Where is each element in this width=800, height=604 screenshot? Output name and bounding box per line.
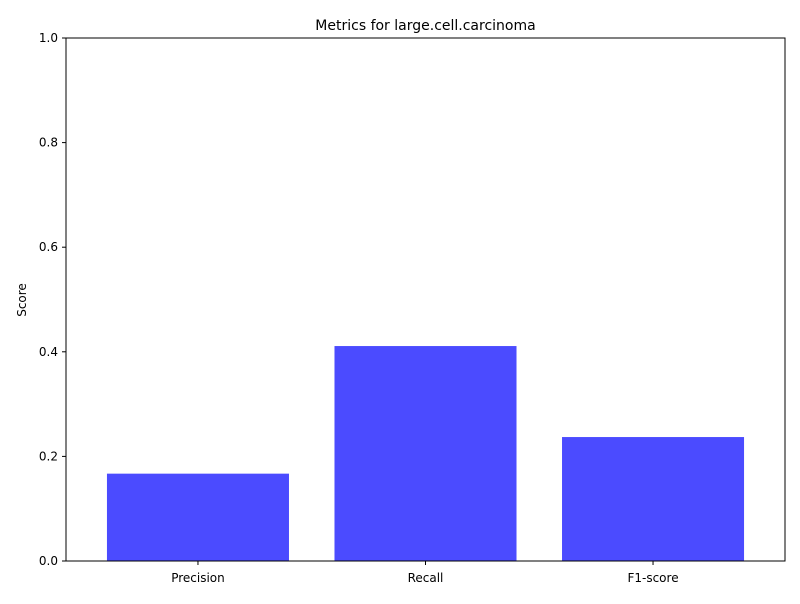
bar-recall bbox=[334, 346, 517, 561]
y-tick-label: 0.6 bbox=[39, 240, 58, 254]
y-axis-label: Score bbox=[15, 283, 29, 317]
x-tick-label: Precision bbox=[171, 571, 225, 585]
y-tick-label: 1.0 bbox=[39, 31, 58, 45]
y-tick-label: 0.0 bbox=[39, 554, 58, 568]
y-tick-label: 0.8 bbox=[39, 136, 58, 150]
bar-precision bbox=[106, 473, 289, 561]
x-tick-label: Recall bbox=[408, 571, 444, 585]
y-tick-label: 0.2 bbox=[39, 449, 58, 463]
bars-layer bbox=[106, 346, 745, 561]
chart-title: Metrics for large.cell.carcinoma bbox=[315, 18, 535, 34]
bar-f1-score bbox=[562, 437, 745, 561]
x-tick-label: F1-score bbox=[627, 571, 678, 585]
ticks-layer: Precision Recall F1-score 0.0 0.2 0.4 0.6 0.8 1.… bbox=[39, 31, 679, 585]
plot-frame bbox=[65, 37, 786, 562]
y-tick-label: 0.4 bbox=[39, 345, 58, 359]
